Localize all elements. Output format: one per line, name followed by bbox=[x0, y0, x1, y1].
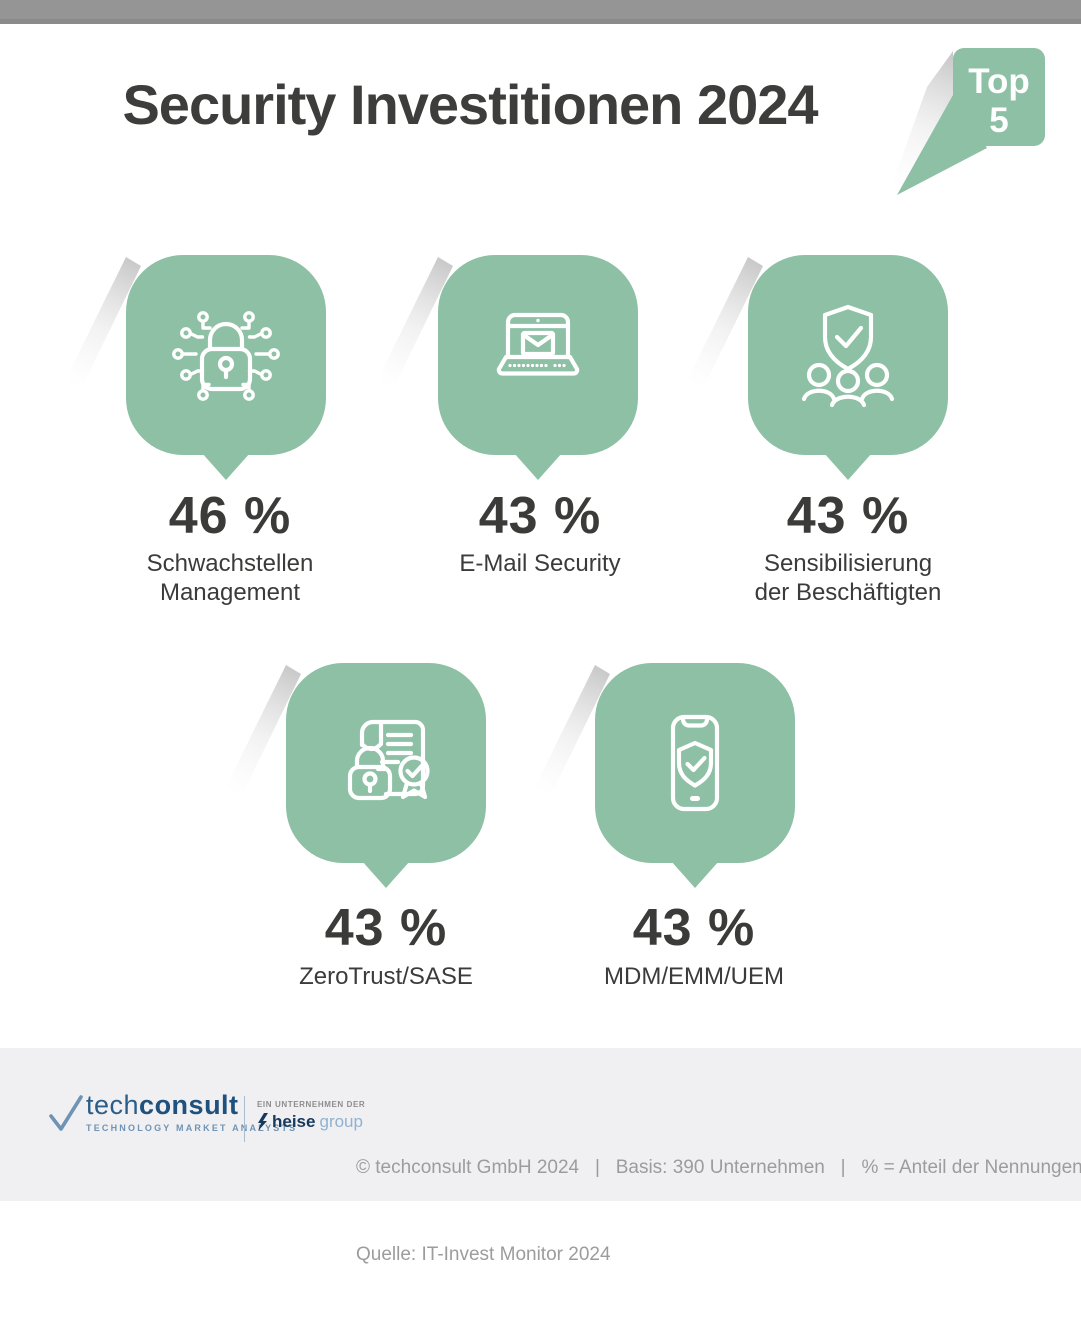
tile-bubble-tail bbox=[671, 861, 719, 888]
top5-badge: Top 5 bbox=[889, 48, 1045, 195]
label-schwachstellen: Schwachstellen Management bbox=[60, 549, 400, 607]
circuit-lock-icon bbox=[172, 311, 280, 401]
value-email-security: 43 % bbox=[478, 487, 602, 545]
heise-parent-label: EIN UNTERNEHMEN DER bbox=[257, 1100, 366, 1109]
label-mdm-emm-uem: MDM/EMM/UEM bbox=[524, 962, 864, 991]
tile-email-security bbox=[377, 255, 638, 487]
label-line: ZeroTrust/SASE bbox=[299, 963, 473, 990]
label-line: MDM/EMM/UEM bbox=[604, 963, 784, 990]
heise-group-wordmark: group bbox=[319, 1112, 363, 1131]
value-sensibilisierung: 43 % bbox=[786, 487, 910, 545]
tile-bubble-tail bbox=[824, 453, 872, 480]
label-line: Sensibilisierung bbox=[763, 550, 933, 577]
tile-bubble-tail bbox=[202, 453, 250, 480]
top5-badge-shadow bbox=[889, 51, 953, 193]
top5-badge-line2: 5 bbox=[989, 101, 1008, 140]
tile-bubble-tail bbox=[514, 453, 562, 480]
label-zerotrust-sase: ZeroTrust/SASE bbox=[216, 962, 556, 991]
label-line: der Beschäftigten bbox=[754, 579, 942, 606]
brand-light: tech bbox=[86, 1090, 140, 1120]
footer-legal: © techconsult GmbH 2024 | Basis: 390 Unt… bbox=[356, 1095, 1081, 1327]
lock-certificate-icon bbox=[347, 719, 430, 801]
tile-bubble bbox=[126, 255, 326, 455]
value-zerotrust-sase: 43 % bbox=[324, 899, 448, 957]
top-gray-bar bbox=[0, 0, 1081, 24]
tile-bubble bbox=[748, 255, 948, 455]
laptop-mail-icon bbox=[496, 312, 580, 376]
label-line: Management bbox=[159, 579, 301, 606]
techconsult-tagline: TECHNOLOGY MARKET ANALYSTS bbox=[86, 1123, 298, 1133]
tile-bubble-tail bbox=[362, 861, 410, 888]
tile-mdm-emm-uem bbox=[534, 663, 795, 895]
page-title: Security Investitionen 2024 bbox=[122, 73, 818, 136]
techconsult-logo-text: techconsult TECHNOLOGY MARKET ANALYSTS bbox=[86, 1090, 297, 1133]
techconsult-logo: techconsult TECHNOLOGY MARKET ANALYSTS bbox=[48, 1090, 297, 1134]
footer-legal-line1: © techconsult GmbH 2024 | Basis: 390 Unt… bbox=[356, 1157, 1081, 1178]
brand-bold: consult bbox=[139, 1090, 239, 1120]
top5-badge-line1: Top bbox=[968, 62, 1030, 101]
tile-bubble bbox=[595, 663, 795, 863]
phone-shield-icon bbox=[670, 714, 720, 812]
label-sensibilisierung: Sensibilisierung der Beschäftigten bbox=[678, 549, 1018, 607]
techconsult-brand: techconsult bbox=[86, 1090, 297, 1120]
label-email-security: E-Mail Security bbox=[370, 549, 710, 578]
heise-logo-row: heise group bbox=[257, 1112, 365, 1132]
tile-zerotrust-sase bbox=[225, 663, 486, 895]
heise-wordmark: heise bbox=[272, 1112, 316, 1131]
logo-divider bbox=[244, 1096, 245, 1142]
tile-schwachstellen-management bbox=[65, 255, 326, 487]
tile-sensibilisierung bbox=[687, 255, 948, 487]
footer-legal-line2: Quelle: IT-Invest Monitor 2024 bbox=[356, 1244, 611, 1265]
label-line: E-Mail Security bbox=[459, 550, 621, 577]
value-schwachstellen: 46 % bbox=[168, 487, 292, 545]
top5-badge-box bbox=[953, 48, 1045, 146]
value-mdm-emm-uem: 43 % bbox=[632, 899, 756, 957]
checkmark-icon bbox=[49, 1095, 83, 1131]
footer: techconsult TECHNOLOGY MARKET ANALYSTS E… bbox=[0, 1048, 1081, 1265]
heise-bolt-icon bbox=[258, 1113, 268, 1131]
heise-group-logo: EIN UNTERNEHMEN DER heise group bbox=[257, 1100, 365, 1132]
label-line: Schwachstellen bbox=[146, 550, 314, 577]
shield-team-icon bbox=[801, 304, 895, 408]
